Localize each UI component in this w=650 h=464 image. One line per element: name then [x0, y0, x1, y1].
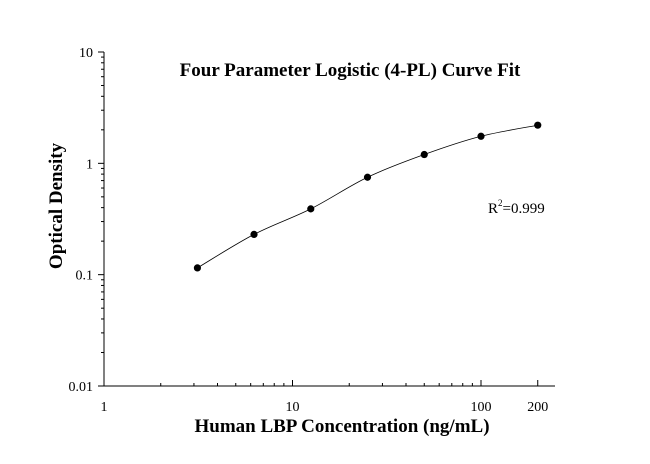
- data-point: [363, 173, 372, 181]
- data-point: [307, 205, 315, 213]
- y-axis-label: Optical Density: [46, 142, 67, 269]
- x-tick-label: 1: [101, 400, 108, 415]
- y-tick-label: 0.1: [76, 269, 94, 284]
- x-tick-label: 10: [286, 400, 300, 415]
- data-points: [193, 121, 542, 272]
- y-tick-label: 10: [79, 46, 93, 61]
- y-tick-label: 0.01: [69, 380, 94, 395]
- chart-title: Four Parameter Logistic (4-PL) Curve Fit: [180, 60, 521, 81]
- x-tick-label: 100: [471, 400, 492, 415]
- data-point: [534, 121, 542, 129]
- x-axis-label: Human LBP Concentration (ng/mL): [194, 416, 489, 437]
- tick-labels: 0.01 0.1 1 10 1 10 100 200: [69, 46, 549, 415]
- data-point: [477, 132, 485, 140]
- ticks: [98, 51, 539, 387]
- y-tick-label: 1: [86, 157, 93, 172]
- fit-curve: [197, 124, 538, 269]
- data-point: [420, 150, 428, 159]
- data-point: [250, 230, 258, 238]
- axes: [103, 52, 555, 387]
- r-squared-annotation: R2=0.999: [488, 198, 545, 217]
- x-tick-label: 200: [527, 400, 548, 415]
- data-point: [193, 264, 202, 272]
